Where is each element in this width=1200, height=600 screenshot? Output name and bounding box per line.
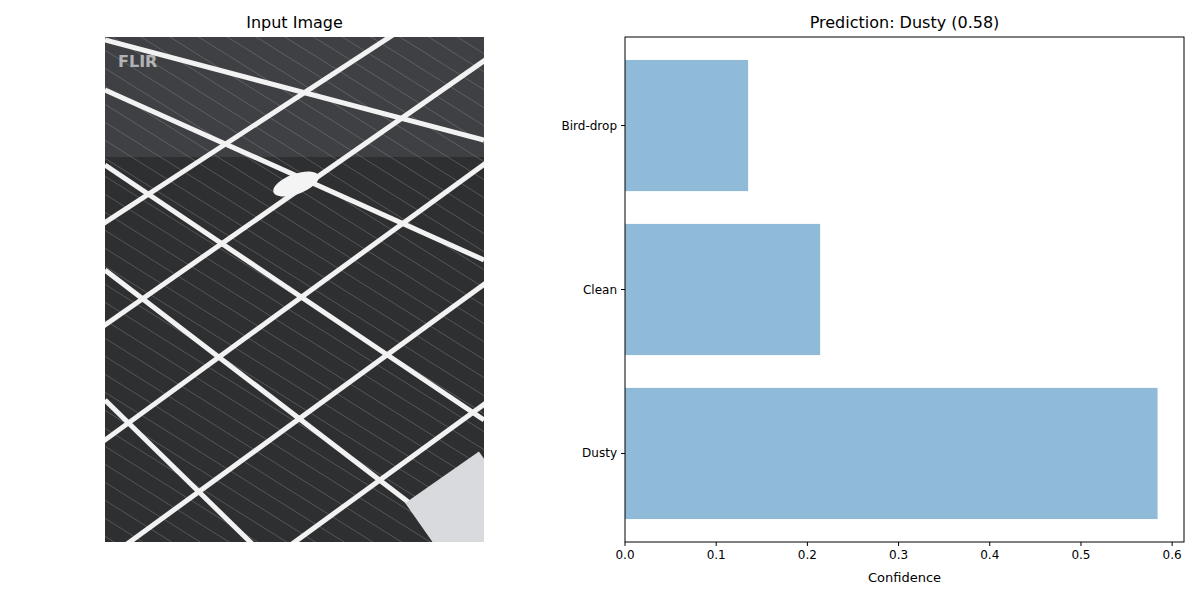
cell-line — [105, 91, 484, 391]
chart-title: Prediction: Dusty (0.58) — [810, 13, 1000, 32]
cell-line — [105, 433, 484, 542]
cell-line — [105, 451, 484, 542]
cell-line — [105, 271, 484, 542]
x-tick-label: 0.1 — [707, 548, 726, 562]
cell-line — [105, 37, 484, 247]
y-tick-label: Clean — [583, 283, 617, 297]
busbar — [105, 320, 484, 542]
bars — [625, 60, 1158, 519]
bar — [625, 60, 748, 191]
x-tick-label: 0.5 — [1071, 548, 1090, 562]
y-tick — [621, 125, 625, 126]
busbar — [105, 165, 484, 420]
cell-line — [105, 109, 484, 409]
cell-line — [105, 343, 484, 542]
cell-line — [105, 361, 484, 542]
x-tick — [716, 542, 717, 546]
cell-line — [105, 181, 484, 481]
cell-line — [105, 37, 484, 283]
busbar — [105, 200, 484, 542]
cell-line — [105, 37, 484, 139]
cell-line — [105, 415, 484, 542]
panel-bg — [105, 37, 484, 542]
x-tick — [1172, 542, 1173, 546]
frame-edge — [405, 451, 484, 542]
busbar — [105, 40, 484, 140]
input-image — [105, 37, 484, 542]
y-tick-label: Bird-drop — [562, 119, 617, 133]
y-tick — [621, 453, 625, 454]
cell-line — [105, 127, 484, 427]
cell-line — [105, 37, 484, 175]
x-tick — [898, 542, 899, 546]
busbar — [105, 80, 484, 542]
watermark: FLIR — [118, 52, 157, 71]
cell-line — [105, 325, 484, 542]
x-axis-label: Confidence — [868, 570, 941, 585]
x-tick — [625, 542, 626, 546]
busbar — [105, 37, 484, 330]
x-tick-label: 0.2 — [798, 548, 817, 562]
cell-line — [105, 217, 484, 517]
x-tick — [807, 542, 808, 546]
y-tick-label: Dusty — [582, 446, 617, 460]
bar — [625, 224, 820, 355]
bird-drop-spot — [270, 166, 322, 201]
bar — [625, 388, 1158, 519]
figure: Input Image FLIR Prediction: Dusty (0.58) 0… — [0, 0, 1200, 600]
cell-line — [105, 37, 484, 103]
x-tick-label: 0.0 — [615, 548, 634, 562]
x-tick-label: 0.6 — [1163, 548, 1182, 562]
image-title: Input Image — [246, 13, 343, 32]
x-tick — [989, 542, 990, 546]
busbar — [105, 400, 330, 542]
plot-frame — [625, 37, 1184, 542]
y-tick — [621, 289, 625, 290]
cell-line — [105, 37, 484, 67]
x-tick-label: 0.4 — [980, 548, 999, 562]
x-tick — [1080, 542, 1081, 546]
x-tick-label: 0.3 — [889, 548, 908, 562]
busbar — [105, 90, 484, 260]
